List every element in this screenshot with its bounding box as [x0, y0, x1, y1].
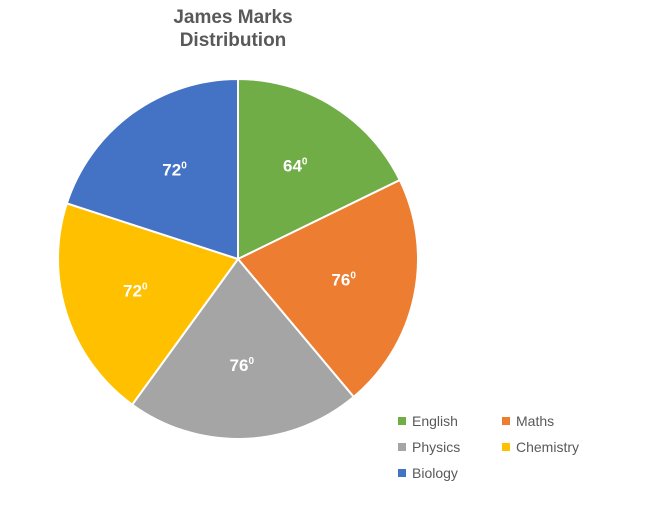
chart-legend: English Maths Physics Chemistry Biology	[398, 411, 638, 482]
chart-title: James Marks Distribution	[100, 6, 366, 52]
legend-swatch-biology	[398, 468, 406, 477]
data-label-maths: 760	[331, 270, 356, 290]
legend-label-biology: Biology	[412, 464, 458, 481]
legend-swatch-physics	[398, 442, 406, 451]
pie-slice-chemistry	[57, 202, 240, 407]
legend-swatch-maths	[502, 416, 510, 425]
pie-slice-biology	[65, 77, 239, 261]
chart-title-line-1: James Marks	[173, 7, 293, 28]
legend-label-english: English	[412, 412, 458, 429]
legend-label-chemistry: Chemistry	[516, 438, 580, 455]
pie-slice-maths	[236, 178, 419, 399]
data-label-english: 640	[283, 156, 308, 176]
data-label-biology: 720	[162, 160, 187, 180]
pie-slice-english	[237, 77, 402, 261]
legend-label-maths: Maths	[516, 412, 555, 429]
chart-title-line-2: Distribution	[179, 30, 287, 51]
legend-item-physics: Physics	[398, 437, 502, 456]
legend-item-biology: Biology	[398, 463, 502, 482]
data-label-chemistry: 720	[123, 281, 148, 301]
legend-label-physics: Physics	[412, 438, 461, 455]
legend-swatch-chemistry	[502, 442, 510, 451]
legend-item-maths: Maths	[502, 411, 622, 430]
data-label-physics: 760	[230, 356, 255, 376]
legend-item-english: English	[398, 411, 502, 430]
legend-item-chemistry: Chemistry	[502, 437, 622, 456]
pie-slice-physics	[130, 257, 356, 440]
legend-swatch-english	[398, 416, 406, 425]
